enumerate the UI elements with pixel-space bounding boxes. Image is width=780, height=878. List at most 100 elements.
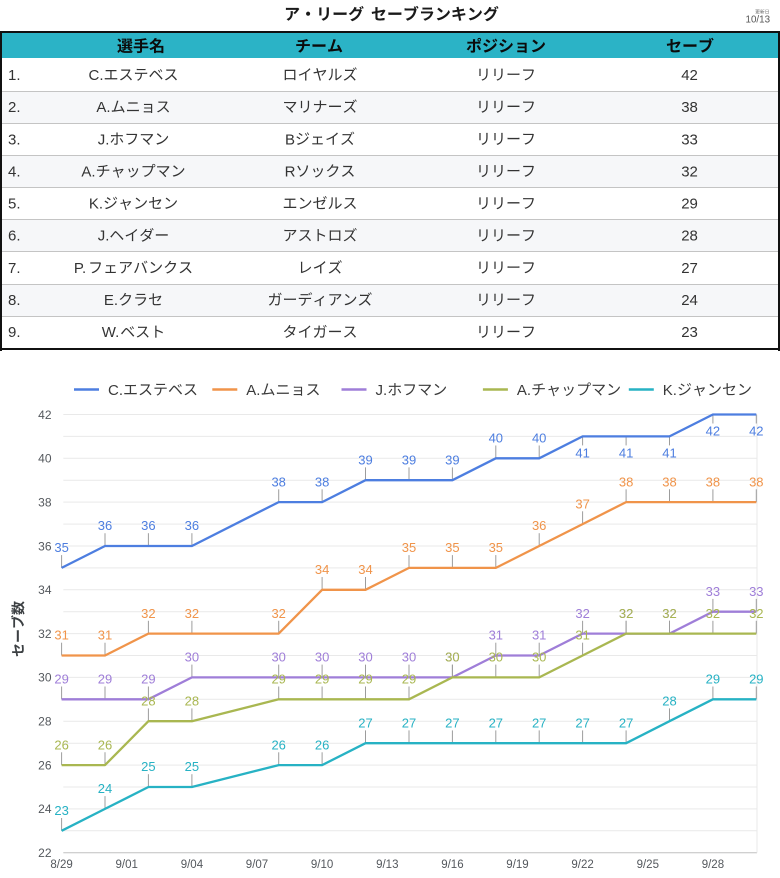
svg-text:38: 38 (706, 474, 720, 489)
svg-text:8.: 8. (8, 292, 21, 309)
svg-text:36: 36 (532, 518, 546, 533)
svg-text:A.: A. (246, 382, 260, 399)
svg-text:9/04: 9/04 (181, 859, 204, 871)
svg-text:27: 27 (445, 715, 459, 730)
svg-text:27: 27 (532, 715, 546, 730)
svg-text:26: 26 (98, 737, 112, 752)
svg-text:41: 41 (575, 445, 589, 460)
svg-text:1.: 1. (8, 67, 21, 84)
svg-text:26: 26 (315, 737, 329, 752)
svg-text:30: 30 (445, 650, 459, 665)
svg-text:24: 24 (98, 781, 112, 796)
svg-text:2.: 2. (8, 99, 21, 116)
svg-text:40: 40 (532, 431, 546, 446)
svg-text:34: 34 (358, 562, 372, 577)
svg-text:9/10: 9/10 (311, 859, 333, 871)
svg-text:29: 29 (98, 672, 112, 687)
svg-text:42: 42 (681, 67, 698, 84)
svg-text:31: 31 (489, 628, 503, 643)
svg-text:9/07: 9/07 (246, 859, 268, 871)
svg-text:9/13: 9/13 (376, 859, 398, 871)
svg-text:31: 31 (532, 628, 546, 643)
svg-text:42: 42 (38, 408, 52, 422)
svg-text:26: 26 (271, 737, 285, 752)
svg-text:30: 30 (315, 650, 329, 665)
svg-text:34: 34 (315, 562, 329, 577)
svg-text:32: 32 (575, 606, 589, 621)
svg-text:32: 32 (141, 606, 155, 621)
svg-text:24: 24 (38, 802, 52, 816)
svg-text:23: 23 (54, 803, 68, 818)
svg-text:29: 29 (402, 672, 416, 687)
svg-text:K.: K. (663, 382, 677, 399)
svg-text:27: 27 (619, 715, 633, 730)
svg-text:42: 42 (749, 424, 763, 439)
svg-text:28: 28 (141, 693, 155, 708)
svg-text:B: B (285, 131, 295, 148)
svg-text:31: 31 (575, 628, 589, 643)
svg-text:25: 25 (185, 759, 199, 774)
svg-text:38: 38 (315, 474, 329, 489)
svg-text:38: 38 (38, 495, 52, 509)
svg-text:28: 28 (681, 228, 698, 245)
svg-text:37: 37 (575, 496, 589, 511)
svg-text:9.: 9. (8, 324, 21, 341)
svg-text:33: 33 (749, 584, 763, 599)
svg-text:33: 33 (706, 584, 720, 599)
svg-text:32: 32 (619, 606, 633, 621)
svg-text:30: 30 (38, 671, 52, 685)
svg-text:7.: 7. (8, 260, 21, 277)
svg-text:30: 30 (489, 650, 503, 665)
svg-text:9/28: 9/28 (702, 859, 724, 871)
svg-text:40: 40 (489, 431, 503, 446)
svg-text:24: 24 (681, 292, 698, 309)
svg-text:J.: J. (376, 382, 388, 399)
svg-text:29: 29 (706, 672, 720, 687)
svg-text:J.: J. (98, 131, 110, 148)
svg-text:31: 31 (54, 628, 68, 643)
svg-text:29: 29 (358, 672, 372, 687)
svg-text:29: 29 (54, 672, 68, 687)
svg-text:29: 29 (749, 672, 763, 687)
svg-text:E.: E. (104, 292, 118, 309)
svg-text:29: 29 (315, 672, 329, 687)
svg-text:32: 32 (619, 606, 633, 621)
svg-text:4.: 4. (8, 163, 21, 180)
svg-text:W.: W. (102, 324, 120, 341)
svg-text:38: 38 (749, 474, 763, 489)
svg-text:27: 27 (681, 260, 698, 277)
svg-text:38: 38 (662, 474, 676, 489)
svg-text:35: 35 (54, 540, 68, 555)
svg-text:28: 28 (38, 715, 52, 729)
svg-text:36: 36 (38, 539, 52, 553)
svg-text:39: 39 (445, 452, 459, 467)
svg-text:32: 32 (185, 606, 199, 621)
svg-text:35: 35 (402, 540, 416, 555)
svg-text:32: 32 (662, 606, 676, 621)
svg-text:41: 41 (662, 445, 676, 460)
svg-text:32: 32 (706, 606, 720, 621)
svg-text:32: 32 (662, 606, 676, 621)
svg-text:38: 38 (681, 99, 698, 116)
svg-text:30: 30 (271, 650, 285, 665)
svg-text:27: 27 (358, 715, 372, 730)
svg-text:A.: A. (81, 163, 95, 180)
svg-text:25: 25 (141, 759, 155, 774)
svg-text:38: 38 (271, 474, 285, 489)
svg-text:31: 31 (98, 628, 112, 643)
svg-text:36: 36 (98, 518, 112, 533)
svg-text:9/19: 9/19 (506, 859, 528, 871)
svg-text:40: 40 (38, 452, 52, 466)
svg-text:C.: C. (108, 382, 123, 399)
svg-text:9/22: 9/22 (571, 859, 593, 871)
svg-text:32: 32 (681, 163, 698, 180)
svg-text:29: 29 (141, 672, 155, 687)
svg-text:9/01: 9/01 (116, 859, 138, 871)
svg-text:27: 27 (575, 715, 589, 730)
svg-text:32: 32 (38, 627, 52, 641)
svg-text:30: 30 (402, 650, 416, 665)
svg-text:32: 32 (271, 606, 285, 621)
svg-text:30: 30 (445, 650, 459, 665)
svg-text:A.: A. (96, 99, 110, 116)
svg-text:9/16: 9/16 (441, 859, 463, 871)
